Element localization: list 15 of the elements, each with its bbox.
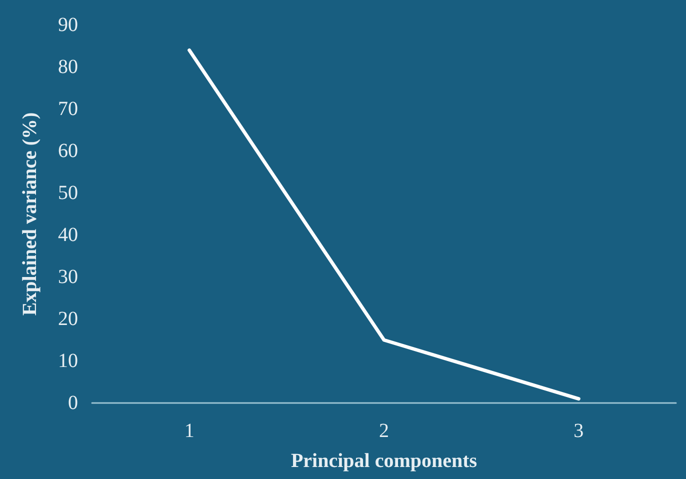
x-tick-label: 2 — [379, 420, 389, 442]
y-tick-label: 60 — [58, 140, 78, 162]
y-tick-label: 40 — [58, 224, 78, 246]
y-tick-label: 50 — [58, 182, 78, 204]
y-tick-label: 90 — [58, 14, 78, 36]
x-tick-label: 1 — [184, 420, 194, 442]
y-axis-title: Explained variance (%) — [19, 112, 41, 316]
y-tick-label: 70 — [58, 98, 78, 120]
y-tick-label: 20 — [58, 308, 78, 330]
y-tick-label: 80 — [58, 56, 78, 78]
y-tick-label: 30 — [58, 266, 78, 288]
x-axis-title: Principal components — [290, 450, 478, 472]
y-tick-label: 10 — [58, 350, 78, 372]
y-tick-label: 0 — [68, 392, 78, 414]
x-tick-label: 3 — [574, 420, 584, 442]
